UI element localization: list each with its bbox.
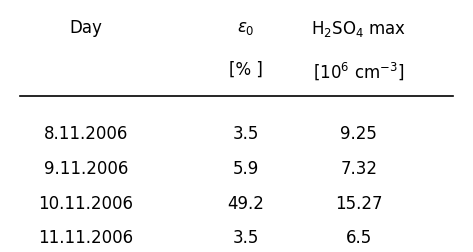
- Text: 15.27: 15.27: [335, 194, 383, 212]
- Text: [% ]: [% ]: [229, 61, 263, 79]
- Text: 6.5: 6.5: [346, 229, 372, 246]
- Text: 49.2: 49.2: [228, 194, 264, 212]
- Text: H$_2$SO$_4$ max: H$_2$SO$_4$ max: [311, 19, 406, 39]
- Text: 11.11.2006: 11.11.2006: [38, 229, 133, 246]
- Text: 9.25: 9.25: [340, 125, 377, 143]
- Text: 5.9: 5.9: [233, 159, 259, 177]
- Text: 8.11.2006: 8.11.2006: [44, 125, 128, 143]
- Text: 3.5: 3.5: [233, 125, 259, 143]
- Text: 10.11.2006: 10.11.2006: [38, 194, 133, 212]
- Text: 3.5: 3.5: [233, 229, 259, 246]
- Text: Day: Day: [70, 19, 103, 37]
- Text: $\epsilon_0$: $\epsilon_0$: [237, 19, 254, 37]
- Text: 7.32: 7.32: [340, 159, 377, 177]
- Text: [10$^6$ cm$^{-3}$]: [10$^6$ cm$^{-3}$]: [313, 61, 404, 82]
- Text: 9.11.2006: 9.11.2006: [44, 159, 128, 177]
